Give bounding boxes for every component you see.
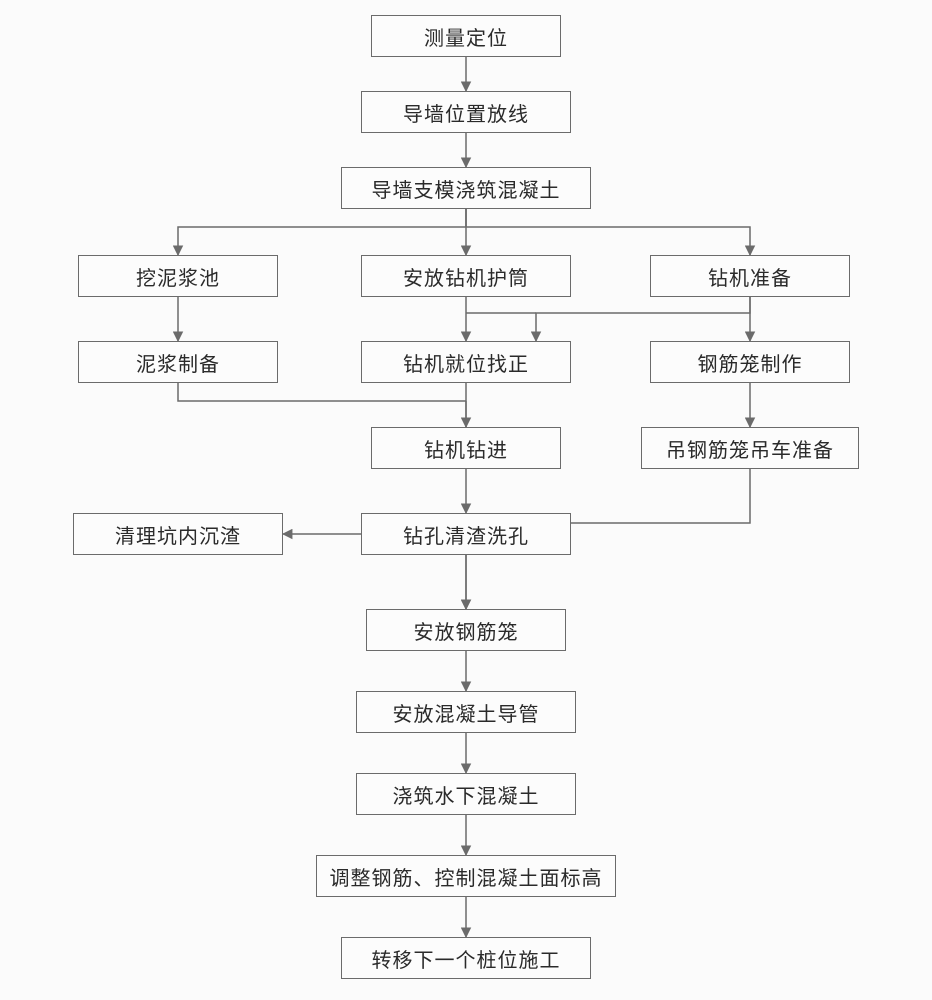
node-n5: 安放钻机护筒 [361,255,571,297]
node-label: 钻孔清渣洗孔 [403,520,529,549]
node-label: 钢筋笼制作 [698,348,803,377]
node-n3: 导墙支模浇筑混凝土 [341,167,591,209]
node-n8: 钻机就位找正 [361,341,571,383]
node-label: 钻机就位找正 [403,348,529,377]
node-label: 挖泥浆池 [136,262,220,291]
node-label: 清理坑内沉渣 [115,520,241,549]
flowchart-canvas: 测量定位导墙位置放线导墙支模浇筑混凝土挖泥浆池 安放钻机护筒 钻机准备泥浆制备 钻机就… [0,0,932,1000]
node-n9: 钢筋笼制作 [650,341,850,383]
node-label: 安放混凝土导管 [393,698,540,727]
node-n11: 吊钢筋笼吊车准备 [641,427,859,469]
node-label: 吊钢筋笼吊车准备 [666,434,834,463]
node-label: 导墙支模浇筑混凝土 [372,174,561,203]
node-label: 安放钻机护筒 [403,262,529,291]
node-n1: 测量定位 [371,15,561,57]
node-n2: 导墙位置放线 [361,91,571,133]
node-n16: 浇筑水下混凝土 [356,773,576,815]
node-label: 测量定位 [424,22,508,51]
node-label: 调整钢筋、控制混凝土面标高 [330,862,603,891]
node-label: 钻机钻进 [424,434,508,463]
node-n6: 钻机准备 [650,255,850,297]
node-n12: 清理坑内沉渣 [73,513,283,555]
node-n18: 转移下一个桩位施工 [341,937,591,979]
node-n13: 钻孔清渣洗孔 [361,513,571,555]
node-label: 安放钢筋笼 [414,616,519,645]
edges-layer [0,0,932,1000]
node-n7: 泥浆制备 [78,341,278,383]
node-n14: 安放钢筋笼 [366,609,566,651]
node-label: 钻机准备 [708,262,792,291]
node-label: 转移下一个桩位施工 [372,944,561,973]
node-n10: 钻机钻进 [371,427,561,469]
node-label: 泥浆制备 [136,348,220,377]
node-label: 浇筑水下混凝土 [393,780,540,809]
node-n15: 安放混凝土导管 [356,691,576,733]
node-n4: 挖泥浆池 [78,255,278,297]
node-n17: 调整钢筋、控制混凝土面标高 [316,855,616,897]
node-label: 导墙位置放线 [403,98,529,127]
